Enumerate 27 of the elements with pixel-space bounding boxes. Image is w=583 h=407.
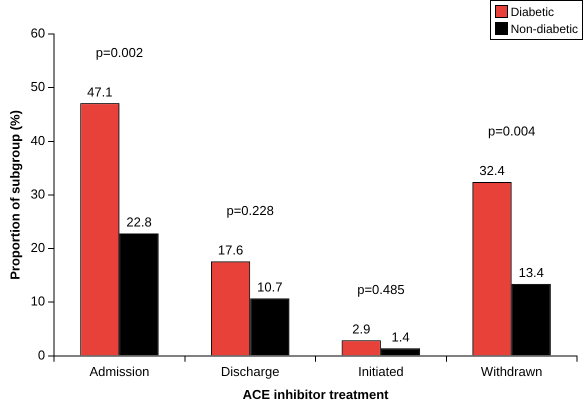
annotation: p=0.004 xyxy=(488,124,536,139)
annotation: p=0.228 xyxy=(226,202,274,218)
data-label: 32.4 xyxy=(479,163,505,178)
data-label: 13.4 xyxy=(518,265,544,280)
y-tick-label: 0 xyxy=(38,347,46,362)
y-tick-label: 10 xyxy=(30,294,46,309)
legend-label: Non-diabetic xyxy=(510,22,578,36)
legend-label: Diabetic xyxy=(510,4,554,18)
data-label: 17.6 xyxy=(218,242,244,258)
data-label: 2.9 xyxy=(352,321,370,336)
data-label: 1.4 xyxy=(391,329,410,344)
x-axis-title: ACE inhibitor treatment xyxy=(242,386,390,402)
x-tick-label: Admission xyxy=(89,364,150,380)
data-label: 10.7 xyxy=(257,279,282,294)
data-label: 22.8 xyxy=(126,214,152,230)
x-tick-label: Discharge xyxy=(220,364,280,380)
y-axis-title: Proportion of subgroup (%) xyxy=(7,110,22,280)
y-tick-label: 30 xyxy=(30,186,46,202)
annotation: p=0.002 xyxy=(96,44,144,60)
data-label: 47.1 xyxy=(87,84,112,100)
y-tick-label: 40 xyxy=(30,132,46,148)
x-tick-label: Initiated xyxy=(358,364,404,380)
x-tick-label: Withdrawn xyxy=(480,364,542,380)
annotation: p=0.485 xyxy=(357,282,405,297)
y-tick-label: 20 xyxy=(30,240,46,256)
y-tick-label: 50 xyxy=(30,79,46,94)
y-tick-label: 60 xyxy=(30,26,46,41)
